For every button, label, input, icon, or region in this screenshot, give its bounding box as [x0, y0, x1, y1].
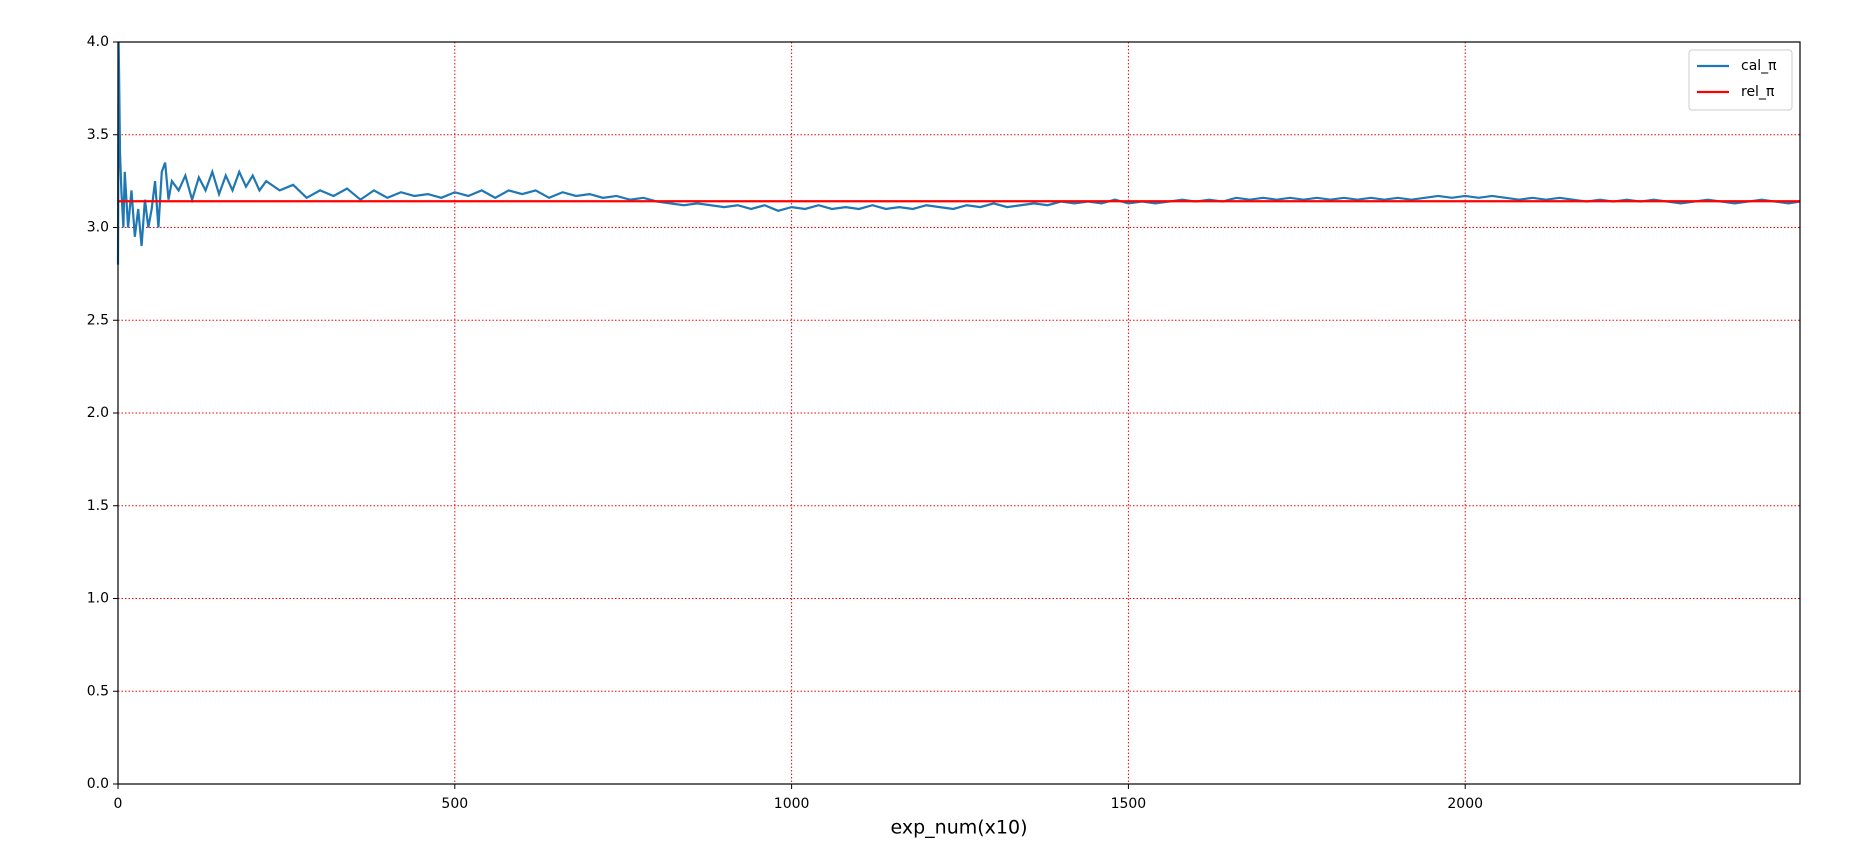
y-tick-label: 4.0: [87, 34, 109, 50]
y-tick-label: 1.0: [87, 591, 109, 607]
y-tick-label: 0.5: [87, 683, 109, 699]
legend-label: cal_π: [1741, 58, 1777, 74]
y-tick-label: 3.5: [87, 127, 109, 143]
x-tick-label: 1500: [1111, 796, 1147, 812]
y-tick-label: 0.0: [87, 776, 109, 792]
y-tick-label: 2.0: [87, 405, 109, 421]
plot-frame: [117, 41, 1801, 785]
y-tick-label: 1.5: [87, 498, 109, 514]
x-axis-label: exp_num(x10): [891, 817, 1028, 839]
y-tick-label: 3.0: [87, 220, 109, 236]
x-tick-label: 0: [114, 796, 123, 812]
legend-label: rel_π: [1741, 84, 1775, 100]
y-tick-label: 2.5: [87, 312, 109, 328]
x-tick-label: 1000: [774, 796, 810, 812]
x-tick-label: 500: [441, 796, 468, 812]
data-line: [116, 41, 1801, 265]
x-tick-label: 2000: [1447, 796, 1483, 812]
